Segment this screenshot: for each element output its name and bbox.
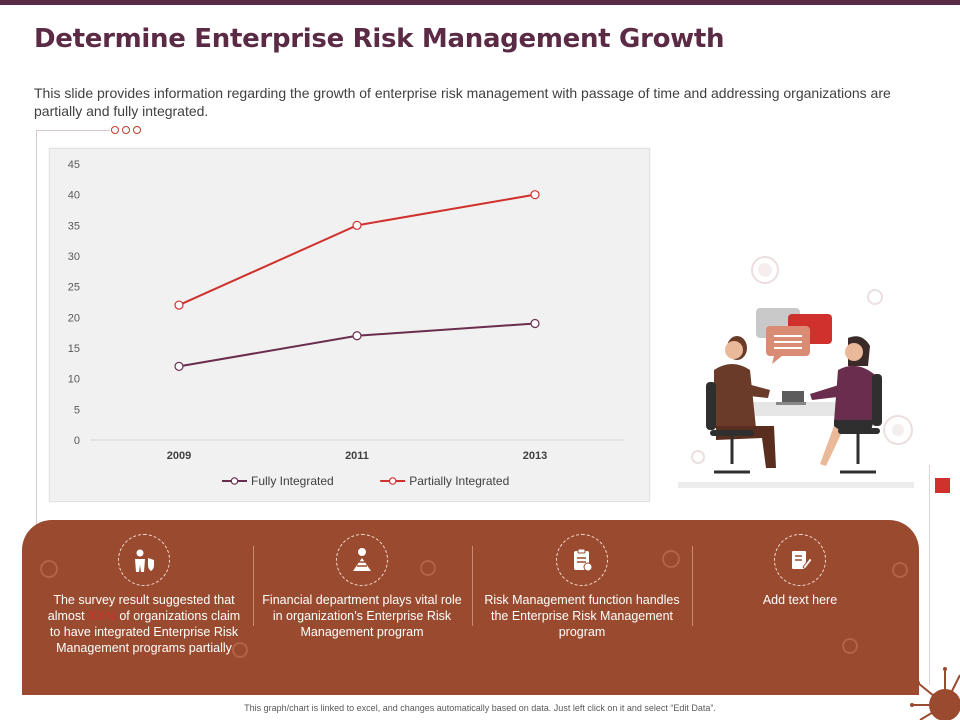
data-point bbox=[174, 361, 184, 371]
legend-label: Partially Integrated bbox=[409, 474, 509, 488]
line-chart[interactable]: 0 5 10 15 20 25 30 35 40 45 2009 2011 2013 Fully Inte… bbox=[49, 148, 650, 502]
top-accent-bar bbox=[0, 0, 960, 5]
y-tick-label: 40 bbox=[68, 190, 80, 202]
x-tick-label: 2009 bbox=[167, 450, 191, 462]
virus-icon bbox=[842, 638, 858, 654]
chart-canvas: 0 5 10 15 20 25 30 35 40 45 2009 2011 2013 Fully Inte… bbox=[68, 159, 624, 488]
x-tick-label: 2013 bbox=[523, 450, 547, 462]
y-tick-label: 15 bbox=[68, 343, 80, 355]
money-pyramid-icon bbox=[336, 534, 388, 586]
virus-icon bbox=[751, 256, 779, 284]
card-text: Risk Management function handles the Ent… bbox=[484, 593, 680, 639]
info-panel: The survey result suggested that almost … bbox=[22, 520, 919, 695]
y-tick-label: 0 bbox=[74, 435, 80, 447]
series-line bbox=[178, 193, 536, 306]
highlight-percentage: XX% bbox=[88, 609, 116, 623]
footer-note: This graph/chart is linked to excel, and… bbox=[244, 703, 716, 713]
decorative-side-line bbox=[929, 465, 930, 685]
card-text: Add text here bbox=[762, 593, 838, 607]
virus-icon bbox=[883, 415, 913, 445]
info-card: Financial department plays vital role in… bbox=[262, 534, 462, 640]
corner-virus-icon bbox=[910, 667, 960, 720]
page-subtitle: This slide provides information regardin… bbox=[34, 85, 891, 119]
card-text: Financial department plays vital role in… bbox=[262, 593, 462, 639]
y-tick-label: 35 bbox=[68, 220, 80, 232]
y-tick-label: 20 bbox=[68, 312, 80, 324]
data-point bbox=[352, 331, 362, 341]
document-pen-icon bbox=[774, 534, 826, 586]
virus-icon bbox=[892, 562, 908, 578]
virus-icon bbox=[232, 642, 248, 658]
y-tick-label: 10 bbox=[68, 374, 80, 386]
data-point bbox=[352, 220, 362, 230]
red-square-accent bbox=[935, 478, 950, 493]
data-point bbox=[530, 318, 540, 329]
series-line bbox=[178, 322, 536, 368]
virus-icon bbox=[662, 550, 680, 568]
card-text: The survey result suggested that almost … bbox=[47, 593, 241, 655]
dot-icon bbox=[122, 126, 130, 134]
y-tick-label: 30 bbox=[68, 251, 80, 263]
data-point bbox=[530, 190, 540, 200]
frame-line-horizontal bbox=[36, 130, 110, 131]
info-card: Add text here bbox=[700, 534, 900, 608]
data-point bbox=[174, 300, 184, 310]
legend-marker bbox=[388, 477, 397, 485]
page-title: Determine Enterprise Risk Management Gro… bbox=[34, 24, 725, 54]
legend-label: Fully Integrated bbox=[251, 474, 334, 488]
virus-icon bbox=[420, 560, 436, 576]
virus-icon bbox=[40, 560, 58, 578]
dot-icon bbox=[133, 126, 141, 134]
card-divider bbox=[472, 546, 473, 626]
decorative-dots bbox=[111, 126, 141, 134]
person-shield-icon bbox=[118, 534, 170, 586]
legend-marker bbox=[230, 477, 239, 485]
virus-icon bbox=[691, 450, 705, 464]
y-tick-label: 25 bbox=[68, 282, 80, 294]
clipboard-gear-icon bbox=[556, 534, 608, 586]
frame-line-vertical bbox=[36, 130, 37, 695]
info-card: The survey result suggested that almost … bbox=[44, 534, 244, 656]
y-tick-label: 45 bbox=[68, 159, 80, 171]
meeting-illustration bbox=[678, 256, 914, 488]
virus-icon bbox=[867, 289, 883, 305]
card-divider bbox=[253, 546, 254, 626]
dot-icon bbox=[111, 126, 119, 134]
y-tick-label: 5 bbox=[74, 404, 80, 416]
x-tick-label: 2011 bbox=[345, 450, 369, 462]
info-card: Risk Management function handles the Ent… bbox=[482, 534, 682, 640]
card-divider bbox=[692, 546, 693, 626]
